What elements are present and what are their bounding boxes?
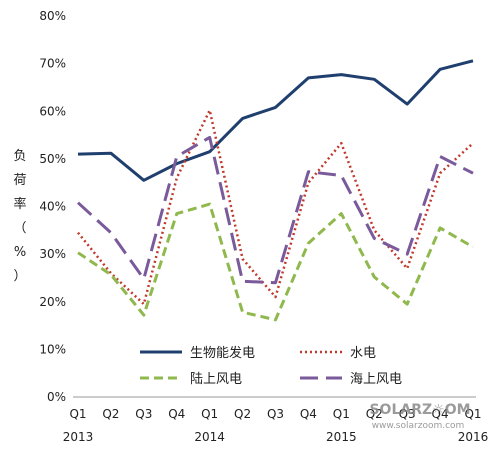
- y-axis-label: 负荷率 （% ）: [13, 149, 26, 284]
- x-tick-label: Q1: [201, 407, 218, 421]
- y-axis-label-char: ）: [13, 269, 26, 284]
- y-tick-label: 10%: [39, 342, 66, 356]
- y-tick-label: 70%: [39, 57, 66, 71]
- x-tick-labels: Q1 Q2 Q3 Q4 Q1 Q2 Q3 Q4 Q1 Q2 Q3 Q4 Q1 2013 2014 2015 20…: [63, 407, 489, 444]
- y-axis-label-char: 负: [13, 149, 26, 164]
- y-tick-label: 60%: [39, 104, 66, 118]
- legend-label-1: 水电: [350, 346, 376, 361]
- x-year-label: 2016: [458, 430, 489, 444]
- x-tick-label: Q4: [432, 407, 449, 421]
- y-tick-label: 20%: [39, 295, 66, 309]
- x-tick-label: Q2: [102, 407, 119, 421]
- x-tick-label: Q4: [300, 407, 317, 421]
- legend-label-0: 生物能发电: [190, 345, 255, 361]
- x-tick-label: Q2: [366, 407, 383, 421]
- series-lines: [76, 59, 474, 322]
- x-year-label: 2015: [326, 430, 357, 444]
- x-tick-label: Q1: [69, 407, 86, 421]
- legend-label-2: 陆上风电: [190, 371, 242, 387]
- watermark: SOLARZ☼OM www.solarzoom.com: [369, 402, 470, 431]
- y-axis-label-char: 率: [13, 196, 26, 212]
- y-axis-label-char: 荷: [13, 173, 26, 188]
- x-tick-label: Q3: [399, 407, 416, 421]
- series-line-0: [77, 59, 474, 182]
- x-tick-label: Q4: [168, 407, 185, 421]
- y-tick-label: 50%: [39, 152, 66, 166]
- series-line-2: [77, 202, 474, 322]
- y-tick-label: 0%: [47, 390, 66, 404]
- y-tick-label: 40%: [39, 200, 66, 214]
- y-tick-labels: 0% 10% 20% 30% 40% 50% 60% 70% 80%: [39, 9, 66, 404]
- x-tick-label: Q1: [333, 407, 350, 421]
- x-tick-label: Q3: [267, 407, 284, 421]
- x-tick-label: Q2: [234, 407, 251, 421]
- watermark-brand: SOLARZ☼OM: [369, 402, 470, 418]
- y-tick-label: 30%: [39, 247, 66, 261]
- x-year-label: 2014: [194, 430, 225, 444]
- y-axis-label-char: （: [13, 221, 26, 236]
- x-year-label: 2013: [63, 430, 94, 444]
- legend-label-3: 海上风电: [350, 372, 402, 387]
- watermark-url: www.solarzoom.com: [372, 421, 465, 431]
- y-axis-label-char: %: [14, 245, 26, 260]
- y-axis-label-text: 负荷率 （% ）: [13, 149, 26, 284]
- series-line-1: [77, 109, 474, 306]
- y-tick-label: 80%: [39, 9, 66, 23]
- x-tick-label: Q3: [135, 407, 152, 421]
- x-tick-label: Q1: [464, 407, 481, 421]
- series-line-3: [76, 135, 474, 285]
